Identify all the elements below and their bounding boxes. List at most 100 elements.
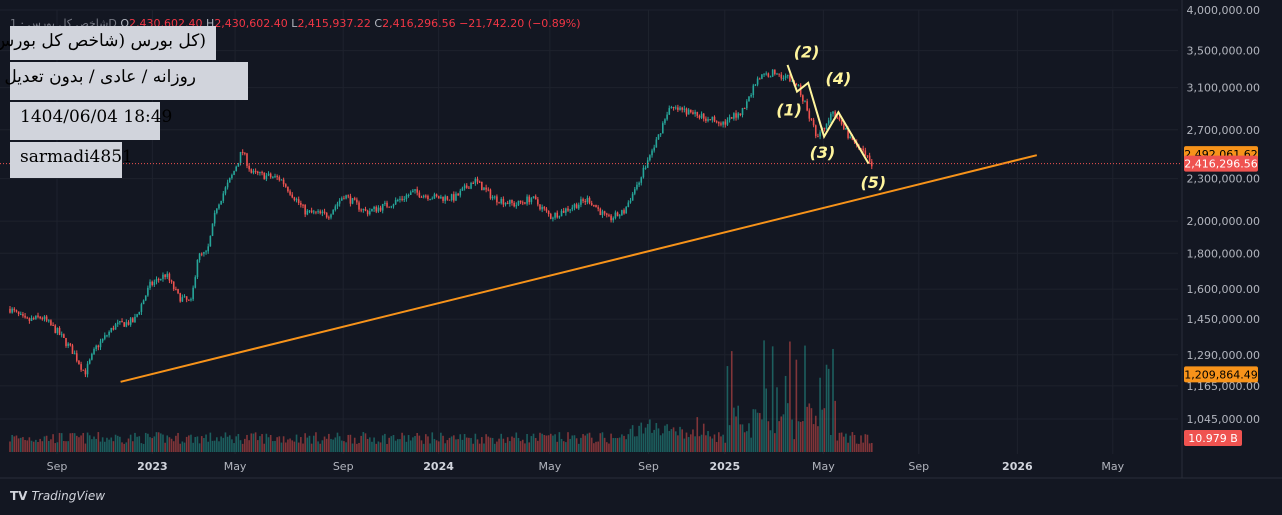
candle-body	[778, 73, 780, 75]
volume-bar	[698, 436, 701, 452]
candle-body	[364, 208, 367, 211]
elliott-wave-path[interactable]	[786, 64, 870, 165]
volume-bar	[476, 439, 479, 452]
candle-body	[239, 152, 242, 164]
chart-settings-box: روزانه / عادی / بدون تعدیل	[4, 62, 248, 100]
candle-body	[418, 192, 421, 197]
volume-bar	[67, 441, 69, 452]
candle-body	[455, 193, 457, 201]
candle-body	[321, 211, 324, 214]
candle-body	[97, 345, 100, 348]
volume-bar	[649, 419, 651, 452]
volume-bar	[720, 436, 722, 452]
change-value: −21,742.20 (−0.89%)	[459, 17, 581, 30]
open-label: O	[120, 17, 130, 30]
candle-body	[825, 123, 828, 130]
y-tick-label: 1,165,000.00	[1187, 380, 1260, 393]
volume-bar	[101, 437, 104, 452]
volume-bar	[110, 437, 113, 452]
volume-bar	[351, 443, 354, 452]
price-tag-label: 1,209,864.49	[1184, 368, 1257, 381]
candle-body	[422, 195, 425, 198]
candle-body	[315, 211, 317, 213]
candle-body	[646, 160, 649, 168]
volume-bar	[776, 387, 778, 452]
candle-body	[407, 194, 410, 196]
volume-bar	[381, 435, 384, 452]
volume-bar	[681, 429, 683, 452]
volume-bar	[427, 436, 429, 452]
volume-tag-label: 10.979 B	[1188, 432, 1238, 445]
candle-body	[244, 152, 246, 154]
candle-body	[870, 161, 873, 167]
candle-body	[709, 119, 711, 121]
volume-bar	[119, 436, 121, 452]
candle-body	[657, 134, 660, 140]
wave-label: (4)	[826, 69, 852, 88]
candle-body	[435, 194, 438, 197]
candle-body	[319, 211, 322, 214]
candle-body	[474, 178, 477, 184]
candle-body	[265, 175, 268, 180]
tradingview-logo[interactable]: TV TradingView	[10, 489, 105, 503]
volume-bar	[778, 421, 780, 452]
volume-bar	[802, 421, 804, 452]
volume-bar	[319, 443, 322, 452]
volume-bar	[855, 443, 858, 452]
volume-bar	[638, 425, 640, 452]
candle-body	[823, 128, 826, 130]
support-trendline[interactable]	[120, 154, 1038, 383]
candle-body	[569, 209, 571, 211]
volume-bar	[144, 432, 147, 452]
candle-body	[373, 206, 375, 209]
volume-bar	[291, 440, 294, 452]
candle-body	[603, 211, 606, 214]
volume-bar	[45, 435, 48, 452]
volume-bar	[414, 435, 416, 452]
volume-bar	[496, 441, 498, 452]
candle-body	[797, 85, 800, 87]
candle-body	[776, 73, 778, 75]
candle-body	[381, 203, 384, 211]
candle-body	[101, 338, 104, 342]
volume-bar	[134, 432, 136, 452]
candle-body	[498, 202, 500, 204]
volume-bar	[832, 348, 834, 452]
candle-body	[110, 327, 113, 332]
volume-bar	[825, 364, 828, 452]
candle-body	[384, 202, 386, 204]
candle-body	[349, 196, 352, 204]
volume-bar	[817, 426, 819, 452]
candle-body	[282, 179, 285, 185]
candle-body	[608, 214, 610, 216]
candle-body	[162, 274, 164, 279]
candle-body	[868, 155, 871, 162]
candle-body	[181, 297, 184, 302]
candle-body	[836, 117, 839, 119]
volume-bar	[125, 442, 128, 452]
candle-body	[375, 206, 378, 212]
volume-bar	[642, 433, 645, 452]
volume-bar	[244, 438, 246, 452]
candle-body	[17, 311, 20, 315]
y-tick-label: 1,450,000.00	[1187, 313, 1260, 326]
volume-bar	[56, 442, 59, 452]
volume-bar	[513, 437, 515, 452]
candle-body	[317, 211, 319, 213]
candle-body	[82, 369, 85, 371]
volume-bar	[618, 437, 621, 452]
volume-bar	[375, 443, 378, 452]
volume-bars	[9, 340, 873, 452]
volume-bar	[655, 423, 658, 452]
volume-bar	[420, 440, 423, 452]
volume-bar	[388, 437, 390, 452]
candle-body	[610, 215, 612, 221]
candle-body	[56, 328, 59, 333]
candle-body	[226, 182, 229, 188]
candle-body	[196, 259, 199, 278]
candle-body	[565, 208, 567, 213]
candle-body	[379, 207, 382, 211]
volume-bar	[132, 441, 134, 452]
volume-bar	[560, 438, 563, 452]
